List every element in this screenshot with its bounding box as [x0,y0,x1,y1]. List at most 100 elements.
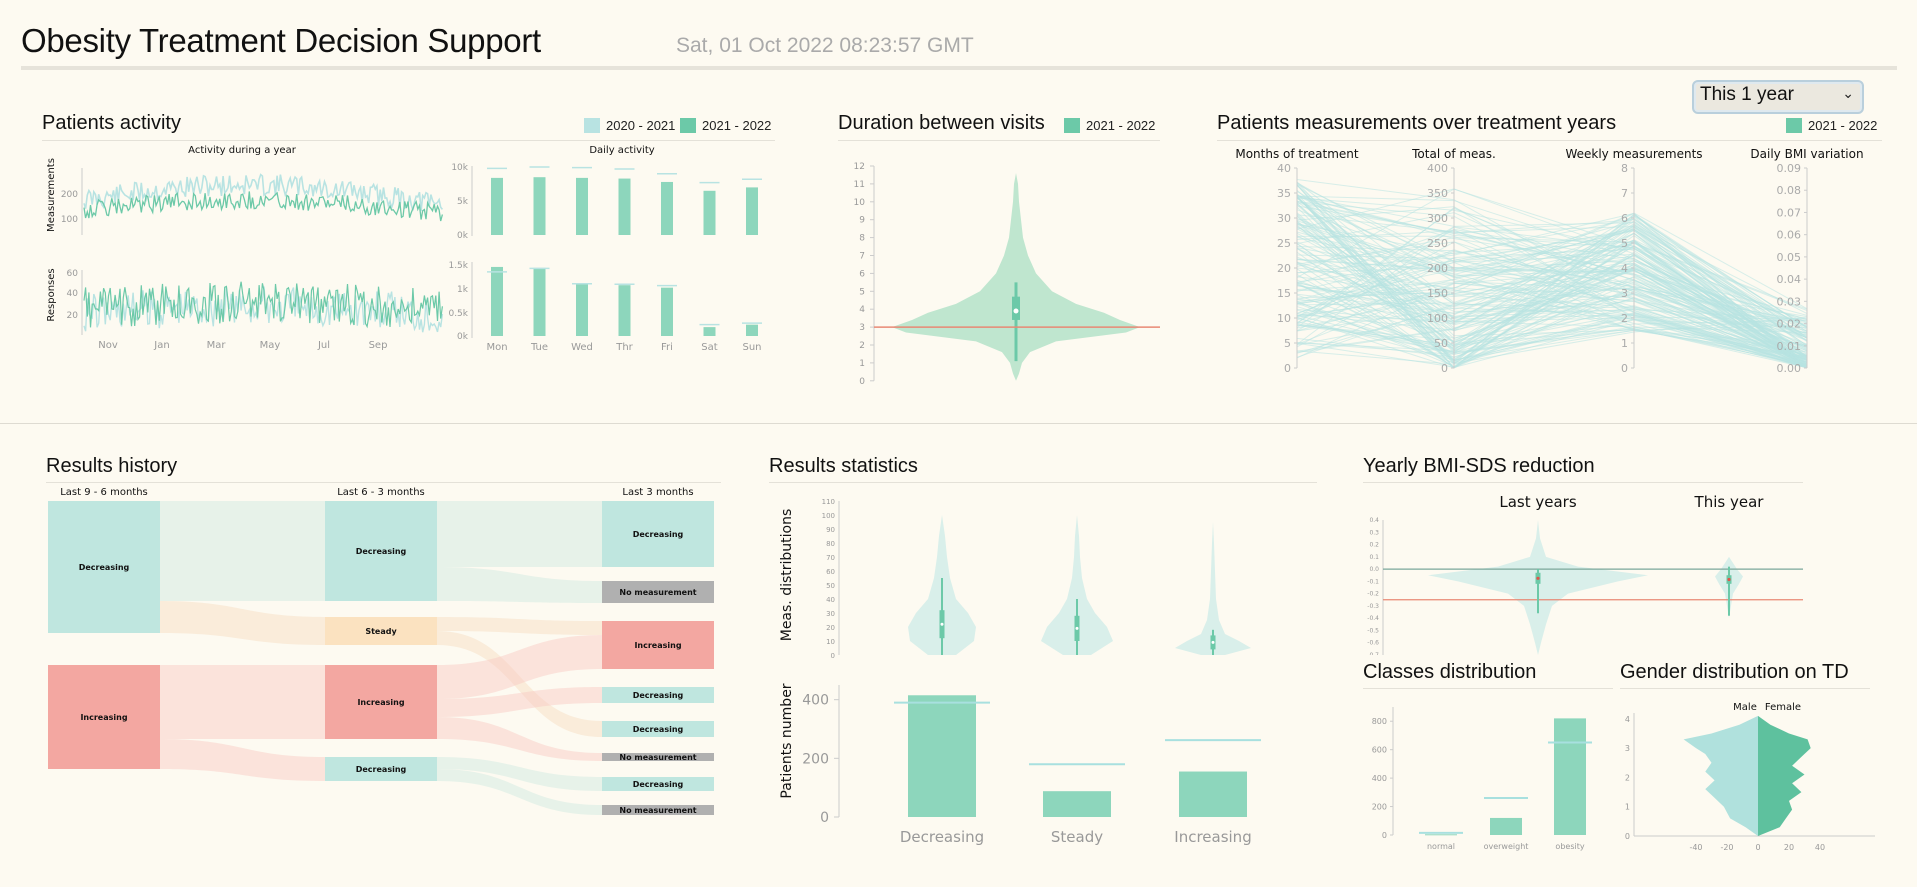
tick-label: 400 [802,693,829,709]
axis-label: Responses [46,268,57,321]
tick-label: 200 [1372,803,1387,812]
category-label: Increasing [1174,828,1251,846]
legend-swatch-curr [680,118,696,133]
tick-label: 40 [1277,162,1291,175]
axis-label: Patients number [779,683,795,798]
legend-swatch-curr [1064,118,1080,133]
sankey-node-label: Decreasing [633,725,684,734]
header-divider [21,66,1897,70]
tick-label: 2 [1621,312,1628,325]
sankey-node-label: Decreasing [356,765,407,774]
tick-label: 100 [61,215,78,225]
tick-label: 3 [1625,744,1630,753]
tick-label: 5 [1621,237,1628,250]
data-line [1296,226,1808,345]
tick-label: 0.06 [1777,229,1802,242]
tick-label: Jan [153,340,169,351]
tick-label: -0.7 [1367,652,1379,655]
tick-label: -0.1 [1367,578,1379,585]
classes-distribution-panel: Classes distribution 800 600 400 200 0 normal… [1363,661,1618,857]
panel-title: Patients activity [42,112,181,134]
sankey-node-label: Decreasing [79,563,130,572]
data-line [1296,200,1808,337]
sankey-link [437,631,602,737]
tick-label: 0k [457,231,469,241]
tick-label: 0 [1382,831,1387,840]
panel-title-underline [1217,140,1882,141]
tick-label: Nov [98,340,118,351]
tick-label: 200 [802,751,829,767]
tick-label: 0.5k [448,309,468,319]
tick-label: 100 [1427,312,1448,325]
time-range-select[interactable]: This 1 year ⌄ [1692,80,1864,114]
panel-title-underline [1363,482,1803,483]
sankey-link [437,567,602,603]
tick-label: May [260,340,281,351]
tick-label: Tue [530,342,548,353]
tick-label: 35 [1277,187,1291,200]
sankey-link [437,687,602,717]
tick-label: 0 [859,377,865,387]
daily-meas-bar [661,181,673,235]
sankey-node [325,617,437,645]
legend-label: 2021 - 2022 [1086,118,1156,133]
tick-label: 250 [1427,237,1448,250]
daily-meas-bar [618,178,631,235]
tick-label: 5k [457,197,469,207]
daily-meas-bar [491,177,503,235]
sankey-node-label: No measurement [619,588,696,597]
tick-label: 25 [1277,237,1291,250]
sankey-node [602,805,714,815]
legend-label: Male [1733,702,1757,713]
data-line [1296,197,1808,365]
tick-label: 60 [826,568,835,576]
duration-visits-panel: Duration between visits 2021 - 2022 12 11… [838,112,1160,392]
sankey-node-label: Increasing [80,713,127,722]
stat-bar [1179,771,1247,817]
data-line [1296,268,1808,359]
legend-curr: 2021 - 2022 [1064,118,1155,133]
tick-label: 15 [1277,287,1291,300]
class-bar [1554,718,1586,835]
tick-label: 5 [859,287,865,297]
sankey-node [602,501,714,567]
tick-label: 300 [1427,212,1448,225]
tick-label: 350 [1427,187,1448,200]
sankey-node [602,753,714,761]
panel-title: Classes distribution [1363,661,1537,683]
tick-label: 11 [854,180,865,190]
page-title: Obesity Treatment Decision Support [21,22,541,59]
tick-label: 10 [1277,312,1291,325]
tick-label: 1k [457,285,469,295]
data-line [1296,223,1808,367]
sankey-node-label: Decreasing [633,691,684,700]
datetime-display: Sat, 01 Oct 2022 08:23:57 GMT [676,34,974,57]
data-line [1296,206,1808,369]
data-line [1296,240,1808,367]
tick-label: 200 [1427,262,1448,275]
data-line [1296,191,1808,368]
legend-label: 2021 - 2022 [702,118,772,133]
panel-title: Yearly BMI-SDS reduction [1363,455,1595,477]
male-area [1683,715,1758,836]
bmi-reduction-panel: Yearly BMI-SDS reduction Last years This … [1363,455,1803,655]
column-header: Last 6 - 3 months [337,487,425,498]
legend-curr: 2021 - 2022 [680,118,771,133]
sankey-node [602,687,714,703]
gender-pyramid-chart: Male Female 4 3 2 1 0 -40 -20 0 20 40 [1625,702,1875,852]
sankey-node-label: Decreasing [356,547,407,556]
chevron-down-icon: ⌄ [1842,86,1854,102]
sankey-link [160,665,325,739]
violin-iqr [1012,296,1020,320]
tick-label: 10 [826,638,835,646]
tick-label: 0.4 [1369,517,1379,524]
tick-label: 20 [67,311,79,321]
sankey-node [325,665,437,739]
tick-label: 1 [1625,803,1630,812]
measurements-panel: Patients measurements over treatment yea… [1217,112,1882,382]
stat-bar [1043,791,1111,817]
axis-label: Measurements [46,158,57,232]
tick-label: 4 [1621,262,1628,275]
tick-label: Thr [615,342,633,353]
